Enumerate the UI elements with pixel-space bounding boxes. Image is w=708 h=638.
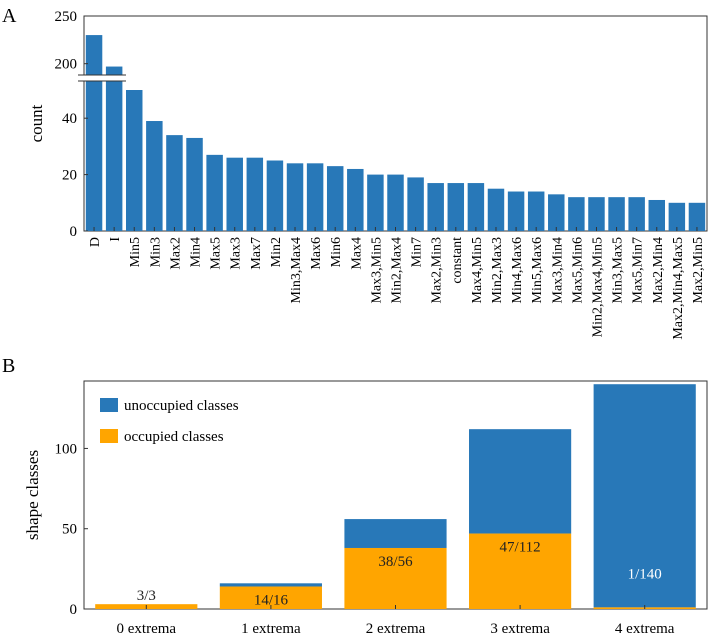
x-tick-label: Max2,Min4,Max5: [671, 237, 686, 340]
x-tick-label: Min2: [269, 237, 284, 267]
data-label: 14/16: [254, 593, 289, 609]
legend-label: occupied classes: [124, 429, 224, 445]
bar: [548, 194, 565, 231]
x-tick-label: Max5: [209, 237, 224, 270]
y-tick-label: 200: [55, 57, 78, 73]
x-tick-label: Min2,Max4,Min5: [590, 237, 605, 337]
x-tick-label: Max3: [229, 237, 244, 270]
bar: [85, 35, 103, 231]
panel-label-a: A: [2, 5, 17, 27]
data-label: 38/56: [378, 554, 413, 570]
bar: [347, 168, 364, 231]
chart-a: D I Min5 Min3 Max2 Min4 Max5 Max3 Max7 Min2 Min3,M…: [27, 9, 708, 340]
x-tick-label: Max2: [168, 237, 183, 270]
y-axis-label: shape classes: [23, 450, 42, 540]
x-tick-label: Min7: [410, 237, 425, 267]
x-tick-label: Max2,Min5: [691, 237, 706, 304]
bar: [688, 202, 706, 231]
bar: [467, 183, 485, 231]
bar: [166, 135, 183, 231]
bar-occupied: [219, 586, 322, 609]
bar: [126, 90, 143, 231]
bar: [387, 174, 404, 231]
bar: [407, 177, 424, 231]
y-tick-label: 40: [62, 111, 77, 127]
bar-unoccupied: [593, 384, 696, 608]
data-label: 1/140: [628, 566, 662, 582]
x-tick-label: Min5,Max6: [530, 237, 545, 304]
legend-swatch: [100, 429, 118, 443]
bar-unoccupied: [469, 429, 572, 534]
y-tick-label: 20: [62, 168, 77, 184]
x-tick-label: Min5: [128, 237, 143, 267]
x-tick-label: Max6: [309, 237, 324, 270]
x-tick-label: 4 extrema: [615, 621, 675, 637]
bar: [206, 154, 223, 231]
y-axis-label: count: [27, 104, 46, 142]
x-tick-label: 2 extrema: [366, 621, 426, 637]
bar: [527, 191, 545, 231]
bar: [588, 197, 605, 231]
x-tick-label: Max4: [349, 237, 364, 270]
x-tick-label: I: [108, 237, 123, 242]
bar: [105, 66, 123, 231]
bar: [286, 163, 304, 231]
bar: [668, 202, 686, 231]
x-tick-label: Min2,Max4: [390, 237, 405, 304]
x-tick-label: Min3,Max4: [289, 237, 304, 304]
x-tick-label: Max2,Min4: [651, 237, 666, 304]
x-tick-label: Max5,Min6: [570, 237, 585, 304]
legend-swatch: [100, 398, 118, 412]
bar: [367, 174, 384, 231]
bar: [487, 188, 505, 231]
bar: [507, 191, 525, 231]
y-tick-label: 50: [62, 522, 77, 538]
bar: [447, 183, 465, 231]
x-tick-label: D: [88, 237, 103, 247]
y-tick-label: 0: [70, 224, 78, 240]
x-tick-label: 1 extrema: [241, 621, 301, 637]
chart-b: 3/3 0 extrema 14/16 1 extrema 38/56 2 extrema…: [23, 380, 708, 637]
bar: [568, 197, 585, 231]
bar-occupied: [344, 547, 447, 609]
bar: [226, 157, 243, 231]
bar: [648, 199, 665, 231]
axis-break-gap: [78, 75, 126, 81]
bar: [608, 197, 625, 231]
bar: [266, 160, 284, 231]
x-tick-label: Max3,Min4: [550, 237, 565, 304]
x-tick-label: Min2,Max3: [490, 237, 505, 304]
x-tick-label: Min6: [329, 237, 344, 267]
x-tick-label: Max7: [249, 237, 264, 270]
bar: [427, 183, 444, 231]
y-tick-label: 100: [55, 441, 78, 457]
bar: [326, 166, 344, 231]
x-tick-label: 0 extrema: [117, 621, 177, 637]
x-tick-label: Max4,Min5: [470, 237, 485, 304]
x-tick-label: Min4,Max6: [510, 237, 525, 304]
bar: [306, 163, 324, 231]
bar-occupied: [469, 533, 572, 609]
legend-label: unoccupied classes: [124, 398, 239, 414]
x-tick-label: Max5,Min7: [631, 237, 646, 304]
x-tick-label: Min3: [148, 237, 163, 267]
x-tick-label: Min3,Max5: [611, 237, 626, 304]
bar-unoccupied: [219, 583, 322, 587]
x-tick-label: Max2,Min3: [430, 237, 445, 304]
bar: [186, 137, 203, 231]
data-label: 3/3: [137, 588, 156, 604]
y-tick-label: 0: [70, 602, 78, 618]
bar: [628, 197, 645, 231]
x-tick-label: 3 extrema: [490, 621, 550, 637]
bar-unoccupied: [344, 519, 447, 548]
x-tick-label: Min4: [189, 237, 204, 267]
bar: [246, 157, 264, 231]
x-tick-label: Max3,Min5: [369, 237, 384, 304]
y-tick-label: 250: [55, 9, 78, 25]
bar: [146, 121, 163, 231]
panel-label-b: B: [2, 355, 15, 377]
data-label: 47/112: [500, 540, 541, 556]
x-tick-label: constant: [450, 237, 465, 284]
